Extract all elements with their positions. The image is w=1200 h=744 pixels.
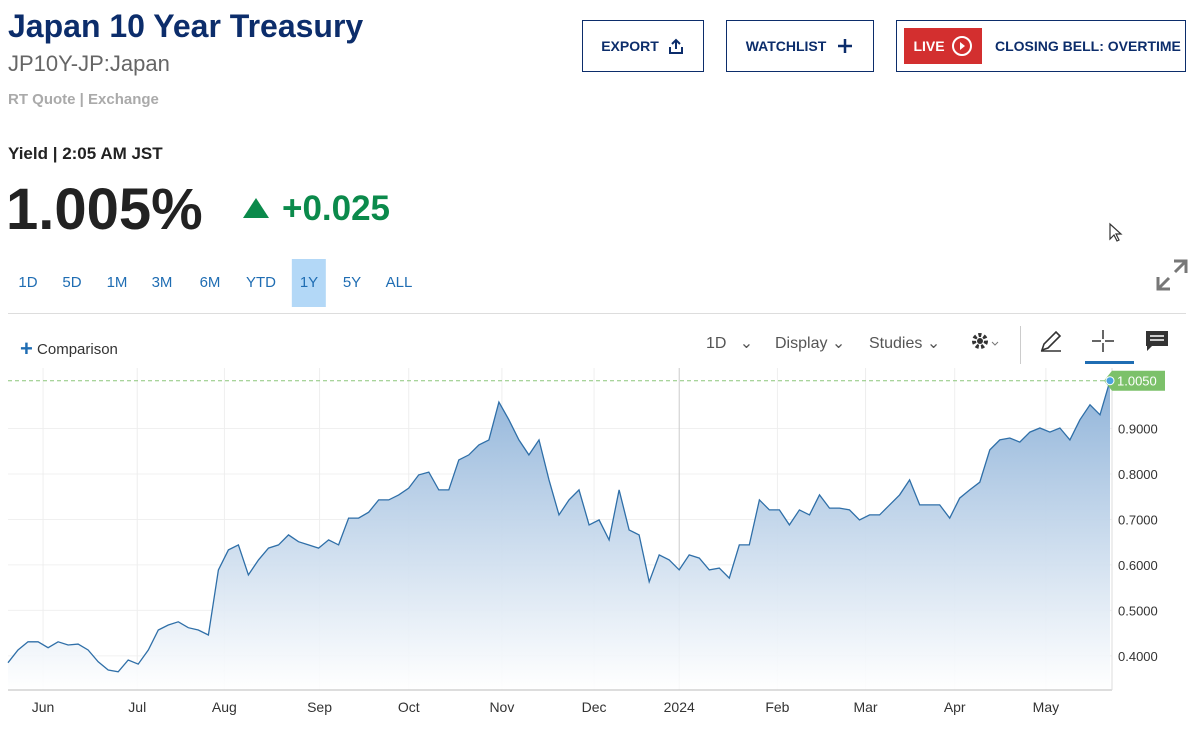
current-label: 1.0050 bbox=[1117, 374, 1157, 389]
studies-label: Studies bbox=[869, 335, 923, 352]
display-label: Display bbox=[775, 335, 828, 352]
export-label: EXPORT bbox=[601, 38, 659, 54]
x-tick-label: Sep bbox=[307, 699, 332, 715]
range-button[interactable]: 5Y bbox=[342, 274, 362, 291]
y-tick-label: 0.6000 bbox=[1118, 558, 1158, 573]
cursor bbox=[1109, 222, 1123, 242]
live-label: LIVE bbox=[913, 38, 945, 54]
crosshair-active bbox=[1085, 361, 1134, 364]
export-icon bbox=[668, 38, 683, 54]
line bbox=[7, 380, 1111, 673]
change: +0.025 bbox=[282, 189, 391, 228]
price: 1.005% bbox=[6, 177, 203, 242]
x-tick-label: 2024 bbox=[664, 699, 695, 715]
source: RT Quote | Exchange bbox=[8, 91, 159, 108]
live-button[interactable]: LIVE CLOSING BELL: OVERTIME bbox=[896, 20, 1186, 72]
expand-icon[interactable] bbox=[1155, 258, 1189, 292]
range-button[interactable]: 5D bbox=[62, 274, 82, 291]
x-tick-label: Apr bbox=[944, 699, 966, 715]
comparison-button[interactable]: + Comparison bbox=[20, 336, 118, 361]
watchlist-button[interactable]: WATCHLIST bbox=[726, 20, 874, 72]
up-arrow bbox=[243, 198, 269, 218]
y-tick-label: 0.4000 bbox=[1118, 649, 1158, 664]
draw-icon[interactable] bbox=[1038, 328, 1064, 354]
display-menu[interactable]: Display ⌄ bbox=[775, 335, 846, 352]
y-tick-label: 0.7000 bbox=[1118, 512, 1158, 527]
range-button[interactable]: 1M bbox=[106, 274, 128, 291]
play-icon bbox=[951, 36, 972, 56]
x-tick-label: Oct bbox=[398, 699, 420, 715]
studies-menu[interactable]: Studies ⌄ bbox=[869, 335, 941, 352]
x-tick-label: Nov bbox=[489, 699, 514, 715]
crosshair-icon[interactable] bbox=[1090, 328, 1116, 354]
divider bbox=[8, 313, 1186, 314]
x-tick-label: Feb bbox=[765, 699, 789, 715]
x-tick-label: May bbox=[1033, 699, 1059, 715]
show-label: CLOSING BELL: OVERTIME bbox=[995, 38, 1181, 54]
title: Japan 10 Year Treasury bbox=[8, 8, 364, 44]
x-tick-label: Dec bbox=[582, 699, 607, 715]
symbol: JP10Y-JP:Japan bbox=[8, 51, 170, 76]
range-button[interactable]: ALL bbox=[385, 274, 413, 291]
current-dot bbox=[1105, 376, 1115, 386]
y-tick-label: 0.9000 bbox=[1118, 421, 1158, 436]
chart: 0.4000 0.5000 0.6000 0.7000 0.8000 0.9000 Jun J… bbox=[7, 368, 1165, 715]
x-tick-label: Aug bbox=[212, 699, 237, 715]
settings-icon[interactable] bbox=[970, 331, 1006, 353]
range-button[interactable]: 1D bbox=[18, 274, 38, 291]
export-button[interactable]: EXPORT bbox=[582, 20, 704, 72]
live-badge: LIVE bbox=[904, 28, 982, 64]
x-tick-label: Mar bbox=[853, 699, 877, 715]
comment-icon[interactable] bbox=[1144, 329, 1170, 353]
comparison-label: Comparison bbox=[37, 341, 118, 358]
interval-menu[interactable]: 1D ⌄ bbox=[706, 335, 754, 352]
watchlist-label: WATCHLIST bbox=[745, 38, 827, 54]
range-button[interactable]: YTD bbox=[246, 274, 276, 291]
toolbar-divider bbox=[1020, 326, 1021, 364]
plus-icon bbox=[838, 39, 853, 53]
interval-label: 1D bbox=[706, 335, 727, 352]
area bbox=[8, 380, 1110, 690]
y-tick-label: 0.5000 bbox=[1118, 603, 1158, 618]
x-tick-label: Jul bbox=[128, 699, 146, 715]
current-tag bbox=[1104, 370, 1165, 391]
y-tick-label: 0.8000 bbox=[1118, 467, 1158, 482]
range-button[interactable]: 1Y bbox=[291, 259, 327, 307]
range-button[interactable]: 6M bbox=[199, 274, 221, 291]
quote-label: Yield | 2:05 AM JST bbox=[8, 144, 163, 163]
x-tick-label: Jun bbox=[32, 699, 55, 715]
range-button[interactable]: 3M bbox=[151, 274, 173, 291]
